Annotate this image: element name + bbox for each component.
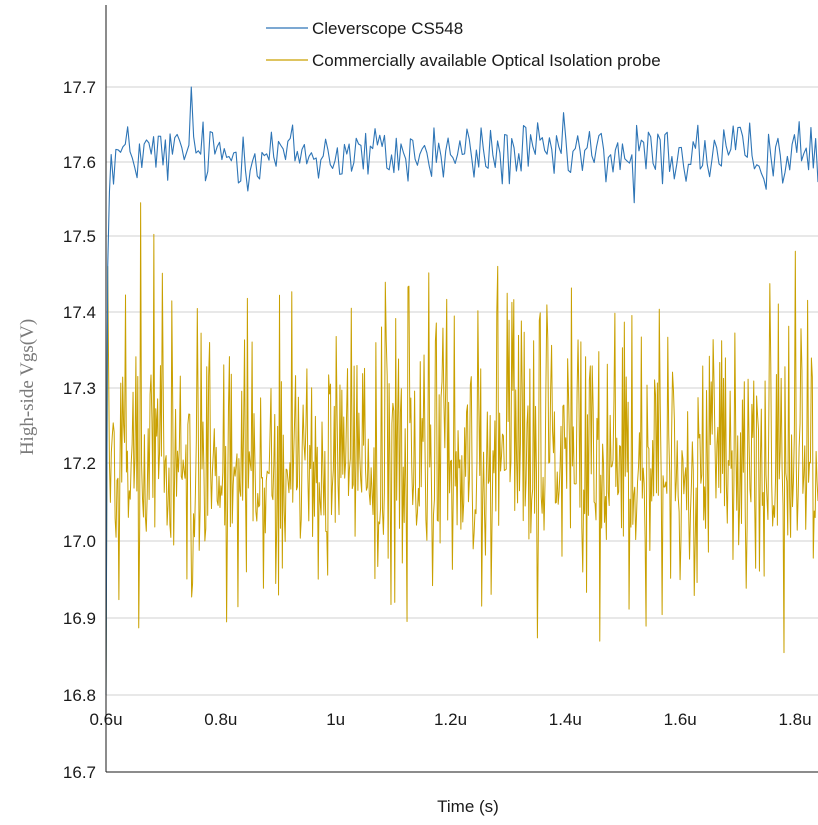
legend-label-cleverscope: Cleverscope CS548 [312,19,463,38]
x-tick-label: 1u [326,710,345,729]
series-layer [105,86,818,696]
x-tick-label: 1.8u [778,710,811,729]
x-tick-labels: 0.6u 0.8u 1u 1.2u 1.4u 1.6u 1.8u [89,710,811,729]
y-tick-label: 17.2 [63,454,96,473]
y-tick-label: 16.7 [63,763,96,782]
y-tick-label: 17.6 [63,153,96,172]
x-tick-label: 1.4u [549,710,582,729]
y-tick-label: 17.5 [63,227,96,246]
series-line-optical-probe [105,202,818,696]
axes [105,5,818,773]
y-axis-label: High-side Vgs(V) [17,319,38,455]
y-tick-label: 16.9 [63,609,96,628]
x-tick-label: 1.2u [434,710,467,729]
y-tick-label: 17.3 [63,379,96,398]
y-tick-label: 17.0 [63,532,96,551]
y-tick-label: 17.7 [63,78,96,97]
x-tick-label: 1.6u [664,710,697,729]
x-tick-label: 0.6u [89,710,122,729]
y-tick-labels: 17.7 17.6 17.5 17.4 17.3 17.2 17.0 16.9 16.8 16.7 [63,78,96,782]
legend: Cleverscope CS548 Commercially available… [266,19,661,70]
y-tick-label: 17.4 [63,303,96,322]
x-axis-label: Time (s) [437,797,499,816]
x-tick-label: 0.8u [204,710,237,729]
legend-label-optical-probe: Commercially available Optical Isolation… [312,51,661,70]
y-tick-label: 16.8 [63,686,96,705]
series-line-cleverscope [105,86,818,696]
